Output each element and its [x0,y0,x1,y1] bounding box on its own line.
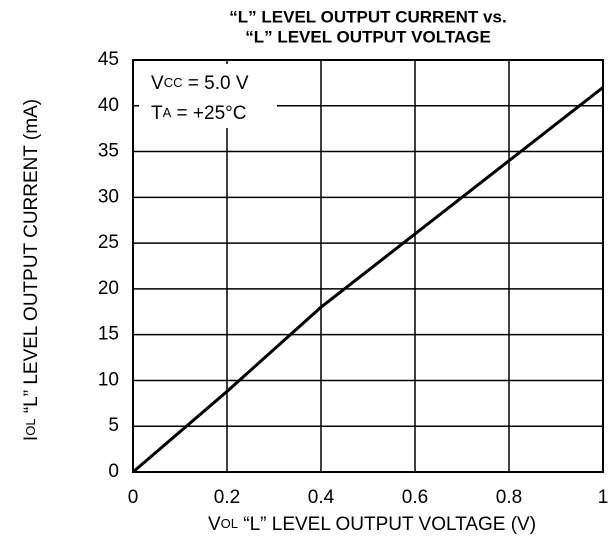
x-tick-label: 0.8 [496,487,522,508]
x-axis-label-subscript: OL [221,516,238,531]
y-tick-label: 40 [98,95,119,116]
y-tick-label: 5 [108,415,119,436]
x-tick-label: 0.2 [214,487,240,508]
x-tick-label: 0.4 [308,487,335,508]
plot-frame [132,59,604,473]
x-tick-label: 1 [598,487,609,508]
annotation-subscript: A [163,105,172,120]
annotation-symbol: T [151,103,163,124]
annotation: VCC = 5.0 V [151,73,249,94]
x-axis-label: VOL “L” LEVEL OUTPUT VOLTAGE (V) [208,514,536,535]
chart-title: “L” LEVEL OUTPUT VOLTAGE [245,27,491,46]
y-axis-label-symbol: I [21,436,42,441]
annotation-symbol: V [151,73,164,94]
y-tick-label: 0 [108,461,119,482]
x-axis-label-text: “L” LEVEL OUTPUT VOLTAGE (V) [238,514,536,535]
y-tick-label: 10 [98,369,119,390]
y-tick-label: 30 [98,186,119,207]
x-tick-label: 0.6 [402,487,428,508]
y-tick-label: 35 [98,141,119,162]
chart-title: “L” LEVEL OUTPUT CURRENT vs. [229,7,506,26]
y-tick-label: 45 [98,49,119,70]
x-axis-label-symbol: V [208,514,221,535]
y-tick-label: 20 [98,278,119,299]
annotation-text: = +25°C [171,103,246,124]
x-tick-label: 0 [128,487,139,508]
y-tick-label: 25 [98,232,119,253]
y-axis-label-text: “L” LEVEL OUTPUT CURRENT (mA) [21,99,42,419]
annotation-text: = 5.0 V [182,73,248,94]
annotation-subscript: CC [164,75,183,90]
annotation: TA = +25°C [151,103,246,124]
annotation-background [139,64,277,128]
y-tick-label: 15 [98,324,119,345]
data-line [132,86,604,474]
y-axis-label: IOL “L” LEVEL OUTPUT CURRENT (mA) [21,99,42,441]
y-axis-label-subscript: OL [23,418,38,435]
